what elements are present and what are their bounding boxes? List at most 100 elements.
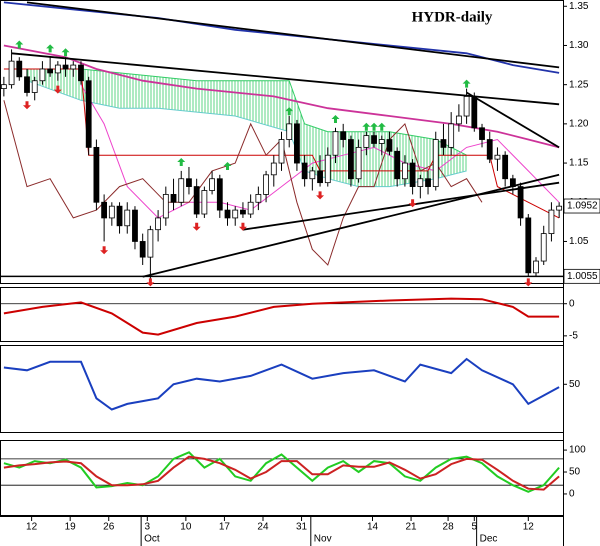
y-tick-label: 100 bbox=[569, 445, 586, 456]
candle-body bbox=[78, 64, 84, 82]
down-fractal bbox=[22, 101, 31, 110]
y-tick-label: 50 bbox=[569, 467, 581, 478]
candle-body bbox=[139, 241, 146, 258]
y-tick-label: 1.25 bbox=[569, 79, 589, 90]
candle-body bbox=[47, 68, 54, 74]
down-fractal bbox=[238, 222, 247, 231]
up-fractal bbox=[15, 40, 24, 49]
y-tick-label: 1.20 bbox=[569, 119, 589, 130]
candle-body bbox=[155, 217, 162, 231]
candle-body bbox=[101, 201, 108, 219]
candle-body bbox=[394, 150, 401, 180]
candle-body bbox=[409, 162, 416, 187]
candle-body bbox=[301, 162, 308, 180]
candle-body bbox=[39, 68, 46, 82]
candle-body bbox=[448, 123, 455, 148]
candle-body bbox=[471, 96, 478, 129]
trend-line bbox=[11, 52, 560, 106]
candle-body bbox=[324, 154, 331, 184]
candle-body bbox=[124, 209, 131, 227]
x-tick-label: 10 bbox=[180, 522, 192, 533]
price-label: 1.0055 bbox=[567, 271, 598, 282]
candle-body bbox=[348, 139, 354, 180]
down-fractal bbox=[192, 222, 201, 231]
candle-body bbox=[378, 139, 385, 144]
y-tick-label: -5 bbox=[569, 330, 578, 341]
candle-body bbox=[62, 64, 69, 70]
y-tick-label: 0 bbox=[569, 489, 575, 500]
candle-body bbox=[232, 209, 239, 219]
candle-body bbox=[201, 190, 208, 215]
panel-frame bbox=[0, 287, 564, 342]
price-label: 1.0952 bbox=[567, 201, 598, 212]
candle-body bbox=[401, 162, 408, 180]
up-fractal bbox=[370, 122, 379, 131]
indicator-line bbox=[3, 297, 560, 336]
candle-body bbox=[294, 123, 300, 164]
x-tick-label: 14 bbox=[367, 522, 379, 533]
candle-body bbox=[255, 194, 262, 203]
candle-body bbox=[31, 80, 38, 93]
x-tick-label: 5 bbox=[472, 522, 478, 533]
candle-body bbox=[132, 209, 138, 242]
x-tick-label: 24 bbox=[257, 522, 269, 533]
candle-body bbox=[162, 194, 169, 219]
candle-body bbox=[70, 64, 77, 70]
month-label: Nov bbox=[314, 534, 332, 545]
candle-body bbox=[540, 233, 547, 262]
candle-body bbox=[16, 60, 23, 78]
month-label: Dec bbox=[480, 534, 498, 545]
candle-body bbox=[216, 178, 223, 211]
candle-body bbox=[479, 127, 485, 140]
candle-body bbox=[317, 170, 323, 184]
x-tick-label: 17 bbox=[219, 522, 231, 533]
candle-body bbox=[209, 178, 215, 191]
x-tick-label: 21 bbox=[406, 522, 418, 533]
candle-body bbox=[54, 64, 61, 74]
up-fractal bbox=[462, 79, 471, 88]
x-tick-label: 19 bbox=[65, 522, 77, 533]
trend-line bbox=[142, 173, 560, 278]
trend-line bbox=[26, 1, 560, 69]
up-fractal bbox=[177, 158, 186, 167]
candle-body bbox=[278, 139, 285, 164]
candle-body bbox=[332, 131, 339, 156]
down-fractal bbox=[100, 246, 109, 255]
candle-body bbox=[263, 174, 269, 195]
candle-body bbox=[363, 135, 370, 148]
candle-body bbox=[548, 209, 555, 235]
candle-body bbox=[533, 260, 539, 274]
candle-body bbox=[8, 60, 15, 86]
candle-body bbox=[240, 209, 246, 215]
candle-body bbox=[147, 229, 154, 258]
candle-body bbox=[24, 76, 30, 93]
down-fractal bbox=[408, 199, 417, 208]
candle-body bbox=[193, 186, 200, 215]
candle-body bbox=[386, 139, 393, 152]
candle-body bbox=[85, 80, 92, 148]
indicator-line bbox=[3, 455, 560, 491]
candle-body bbox=[425, 178, 431, 187]
candle-body bbox=[270, 162, 277, 176]
x-tick-label: 12 bbox=[523, 522, 535, 533]
candle-body bbox=[440, 139, 447, 148]
candle-body bbox=[417, 178, 424, 187]
up-fractal bbox=[223, 161, 232, 170]
down-fractal bbox=[146, 278, 155, 287]
panel-frame bbox=[0, 345, 564, 433]
down-fractal bbox=[53, 85, 62, 94]
up-fractal bbox=[362, 122, 371, 131]
x-tick-label: 12 bbox=[26, 522, 38, 533]
y-tick-label: 1.15 bbox=[569, 158, 589, 169]
x-tick-label: 31 bbox=[296, 522, 308, 533]
up-fractal bbox=[285, 107, 294, 116]
candle-body bbox=[186, 178, 192, 187]
candle-body bbox=[494, 154, 501, 160]
candle-body bbox=[108, 205, 115, 219]
y-tick-label: 0 bbox=[569, 298, 575, 309]
candle-body bbox=[432, 139, 439, 187]
indicator-line bbox=[3, 451, 560, 493]
candle-body bbox=[93, 146, 100, 203]
candle-body bbox=[247, 201, 254, 215]
